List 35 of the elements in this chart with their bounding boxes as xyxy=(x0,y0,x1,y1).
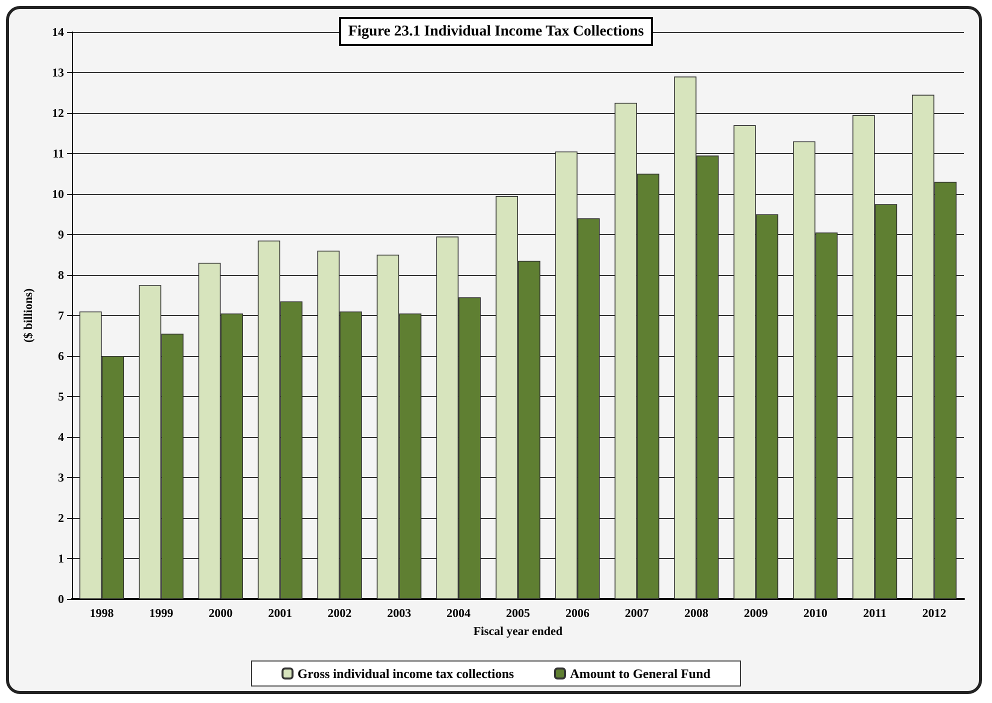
x-tick-label: 2008 xyxy=(684,606,708,620)
x-tick-label: 2004 xyxy=(446,606,471,620)
y-tick-label: 1 xyxy=(58,552,64,566)
x-tick-label: 2007 xyxy=(624,606,649,620)
x-tick-label: 2006 xyxy=(565,606,590,620)
x-tick-label: 2003 xyxy=(387,606,412,620)
y-tick-label: 11 xyxy=(52,146,64,160)
y-tick-label: 4 xyxy=(58,430,64,444)
legend-label: Gross individual income tax collections xyxy=(298,666,514,681)
x-tick-label: 1998 xyxy=(90,606,114,620)
x-tick-label: 2010 xyxy=(803,606,828,620)
y-tick-label: 9 xyxy=(58,228,64,242)
y-tick-label: 8 xyxy=(58,268,64,282)
y-tick-label: 10 xyxy=(52,187,64,201)
y-tick-label: 14 xyxy=(52,25,64,39)
x-tick-label: 2005 xyxy=(506,606,530,620)
x-axis-title: Fiscal year ended xyxy=(473,624,563,638)
y-tick-label: 12 xyxy=(52,106,64,120)
chart-title: Figure 23.1 Individual Income Tax Collections xyxy=(348,24,644,40)
y-tick-label: 2 xyxy=(58,511,64,525)
y-tick-label: 5 xyxy=(58,390,64,404)
y-tick-label: 13 xyxy=(52,66,64,80)
x-tick-label: 2009 xyxy=(744,606,768,620)
x-tick-label: 2011 xyxy=(863,606,886,620)
y-tick-label: 6 xyxy=(58,349,64,363)
y-axis-title: ($ billions) xyxy=(21,288,35,343)
y-tick-label: 3 xyxy=(58,470,64,484)
x-tick-label: 2002 xyxy=(328,606,352,620)
x-tick-label: 1999 xyxy=(149,606,174,620)
y-tick-label: 0 xyxy=(58,592,64,606)
x-tick-label: 2001 xyxy=(268,606,292,620)
x-tick-label: 2000 xyxy=(208,606,233,620)
x-tick-label: 2012 xyxy=(922,606,946,620)
y-tick-label: 7 xyxy=(58,308,64,322)
legend-label: Amount to General Fund xyxy=(570,666,712,681)
